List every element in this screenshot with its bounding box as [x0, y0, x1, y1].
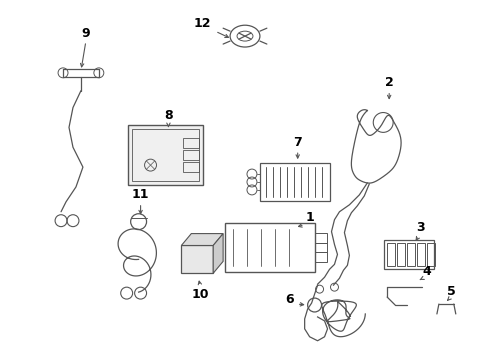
Text: 8: 8: [164, 109, 173, 122]
Bar: [315, 233, 326, 243]
Bar: [183, 150, 199, 160]
Text: 4: 4: [422, 265, 431, 278]
Bar: [128, 125, 203, 185]
Bar: [132, 129, 199, 181]
Text: 5: 5: [447, 285, 456, 298]
Bar: [397, 243, 405, 266]
Text: 3: 3: [416, 221, 425, 234]
Bar: [384, 239, 434, 269]
Bar: [387, 243, 395, 266]
Text: 6: 6: [286, 293, 294, 306]
Polygon shape: [181, 234, 223, 246]
Text: 2: 2: [385, 76, 393, 89]
Bar: [407, 243, 415, 266]
Text: 1: 1: [305, 211, 314, 224]
Bar: [315, 252, 326, 262]
Bar: [183, 162, 199, 172]
Text: 10: 10: [192, 288, 209, 301]
Polygon shape: [213, 234, 223, 273]
Bar: [427, 243, 435, 266]
Bar: [183, 138, 199, 148]
Text: 9: 9: [82, 27, 90, 40]
Text: 12: 12: [194, 17, 211, 30]
Bar: [315, 243, 326, 252]
Text: 7: 7: [294, 136, 302, 149]
Bar: [181, 246, 213, 273]
Bar: [260, 163, 329, 201]
Text: 11: 11: [132, 188, 149, 201]
Bar: [417, 243, 425, 266]
Bar: [225, 223, 315, 272]
